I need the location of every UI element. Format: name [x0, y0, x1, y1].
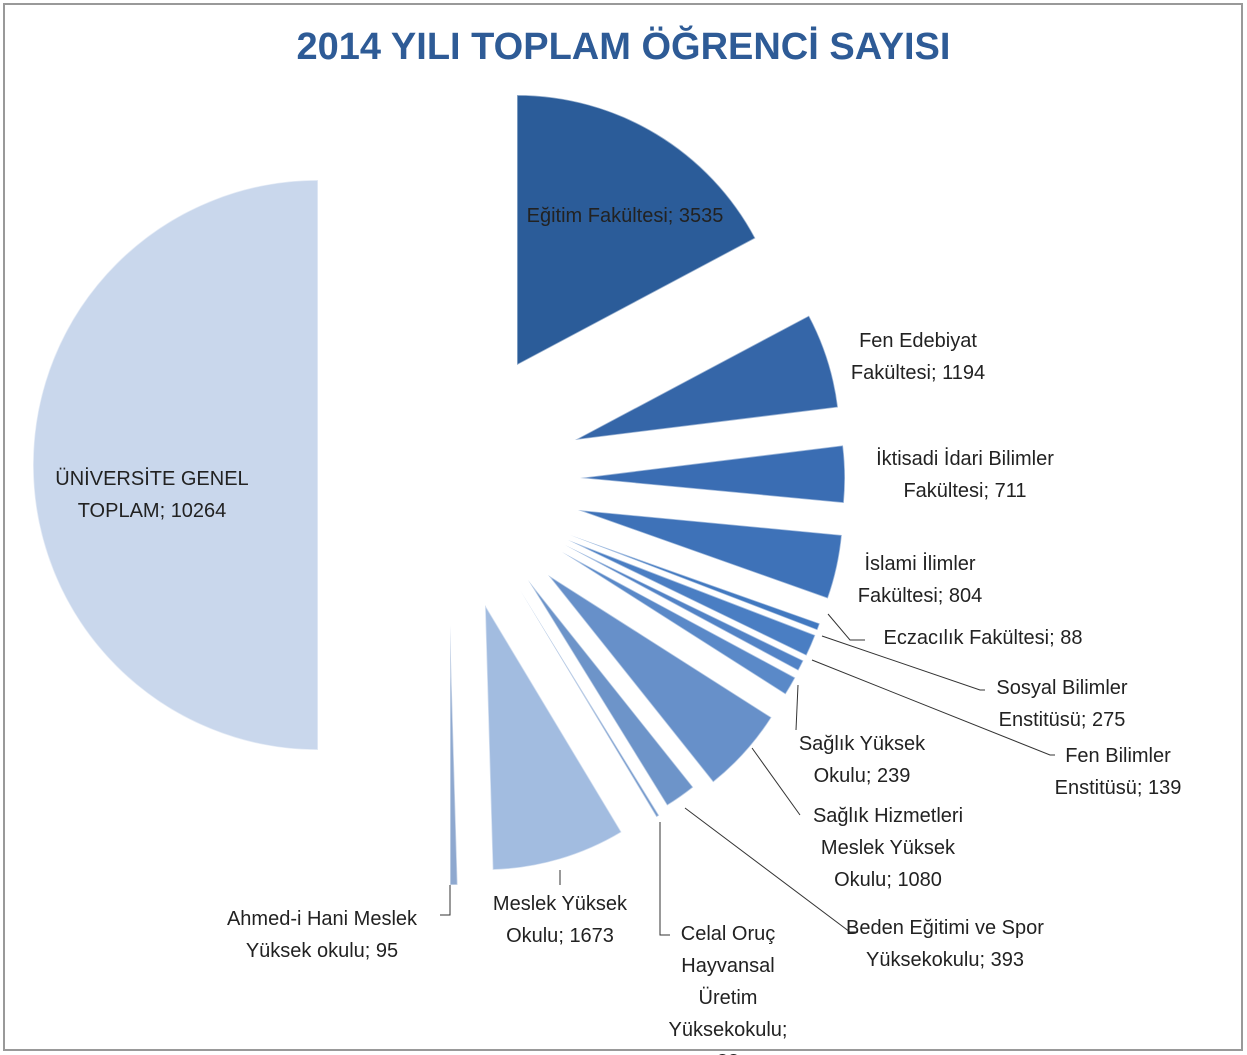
value-label: 139	[1148, 777, 1182, 799]
category-name: Eczacılık Fakültesi	[883, 627, 1050, 649]
value-label: 3535	[678, 205, 724, 227]
data-label: Sağlık Yüksek Okulu; 239	[782, 728, 942, 792]
value-label: 393	[990, 949, 1024, 971]
leader-line	[751, 747, 801, 816]
category-name: Beden Eğitimi ve Spor Yüksekokulu	[846, 917, 1044, 971]
label-separator: ;	[159, 500, 171, 522]
label-separator: ;	[865, 765, 877, 787]
category-name: Celal Oruç Hayvansal Üretim Yüksekokulu	[668, 923, 782, 1041]
category-name: Ahmed-i Hani Meslek Yüksek okulu	[226, 908, 418, 962]
pie-slice	[449, 624, 459, 886]
data-label: Eğitim Fakültesi; 3535	[525, 200, 725, 232]
pie-slice	[567, 539, 817, 657]
label-separator: ;	[558, 925, 570, 947]
value-label: 1080	[897, 869, 942, 891]
data-label: Beden Eğitimi ve Spor Yüksekokulu; 393	[835, 912, 1055, 976]
label-separator: ;	[930, 362, 943, 384]
pie-slice	[516, 94, 757, 367]
category-name: Meslek Yüksek Okulu	[492, 893, 628, 947]
label-separator: ;	[886, 869, 898, 891]
value-label: 1194	[942, 362, 986, 384]
label-separator: ;	[979, 949, 991, 971]
label-separator: ;	[1049, 627, 1061, 649]
category-name: Fen Edebiyat Fakültesi	[850, 330, 977, 384]
value-label: 1673	[569, 925, 614, 947]
leader-line	[440, 885, 451, 916]
pie-slice	[574, 314, 839, 441]
label-separator: ;	[1080, 709, 1092, 731]
label-separator: ;	[983, 480, 995, 502]
pie-slice	[561, 551, 797, 696]
category-name: Eğitim Fakültesi	[526, 205, 668, 227]
leader-line	[659, 822, 670, 936]
category-name: Sağlık Hizmetleri Meslek Yüksek Okulu	[812, 805, 964, 891]
category-name: Sağlık Yüksek Okulu	[798, 733, 926, 787]
category-name: ÜNİVERSİTE GENEL TOPLAM	[55, 468, 249, 522]
data-label: Ahmed-i Hani Meslek Yüksek okulu; 95	[197, 903, 447, 967]
value-label: 95	[375, 940, 399, 962]
leader-line	[821, 635, 985, 691]
data-label: Fen Bilimler Enstitüsü; 139	[1033, 740, 1203, 804]
data-label: ÜNİVERSİTE GENEL TOPLAM; 10264	[32, 463, 272, 527]
category-name: İslami İlimler Fakültesi	[857, 553, 976, 607]
category-name: Fen Bilimler Enstitüsü	[1054, 745, 1171, 799]
pie-slice	[484, 602, 623, 871]
category-name: Sosyal Bilimler Enstitüsü	[996, 677, 1128, 731]
data-label: İktisadi İdari Bilimler Fakültesi; 711	[845, 443, 1085, 507]
value-label: 711	[994, 480, 1027, 502]
label-separator: ;	[1136, 777, 1148, 799]
data-label: Eczacılık Fakültesi; 88	[853, 622, 1113, 654]
label-separator: ;	[937, 585, 949, 607]
pie-slice	[547, 574, 773, 784]
chart-title: 2014 YILI TOPLAM ÖĞRENCİ SAYISI	[296, 26, 951, 68]
data-label: Sağlık Hizmetleri Meslek Yüksek Okulu; 1…	[798, 800, 978, 896]
leader-line	[795, 684, 799, 731]
pie-slice	[527, 579, 695, 807]
value-label: 804	[948, 585, 983, 607]
label-separator: ;	[364, 940, 376, 962]
leader-line	[811, 659, 1055, 756]
frame	[3, 3, 1243, 1051]
pie-slice	[32, 179, 319, 751]
pie-slice	[569, 534, 821, 632]
label-separator: ;	[781, 1019, 788, 1041]
data-label: İslami İlimler Fakültesi; 804	[845, 548, 995, 612]
value-label: 275	[1092, 709, 1126, 731]
leader-line	[827, 613, 865, 641]
value-label: 239	[877, 765, 911, 787]
leader-lines	[440, 613, 1055, 936]
pie-slice	[577, 509, 843, 600]
value-label: 88	[1060, 627, 1083, 649]
data-label: Sosyal Bilimler Enstitüsü; 275	[972, 672, 1152, 736]
value-label: 38	[717, 1051, 739, 1055]
category-name: İktisadi İdari Bilimler Fakültesi	[876, 448, 1054, 502]
pie-slice	[579, 444, 846, 504]
label-separator: ;	[667, 205, 679, 227]
pie-slice	[564, 544, 805, 672]
data-label: Meslek Yüksek Okulu; 1673	[475, 888, 645, 952]
leader-line	[684, 807, 858, 933]
value-label: 10264	[170, 500, 227, 522]
pie-slice	[519, 589, 661, 819]
data-label: Celal Oruç Hayvansal Üretim Yüksekokulu;…	[663, 918, 793, 1055]
data-label: Fen Edebiyat Fakültesi; 1194	[833, 325, 1003, 389]
